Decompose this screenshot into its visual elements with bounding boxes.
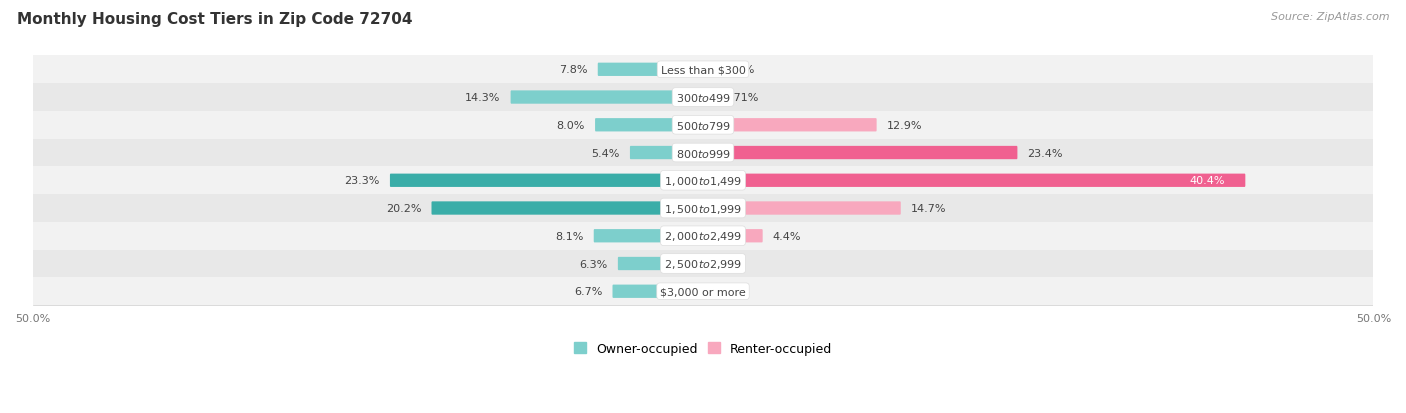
Text: 14.7%: 14.7% xyxy=(911,204,946,214)
Text: 20.2%: 20.2% xyxy=(385,204,422,214)
Text: 23.4%: 23.4% xyxy=(1028,148,1063,158)
FancyBboxPatch shape xyxy=(598,64,703,77)
Text: 12.9%: 12.9% xyxy=(887,121,922,131)
FancyBboxPatch shape xyxy=(432,202,703,215)
Text: 8.0%: 8.0% xyxy=(557,121,585,131)
FancyBboxPatch shape xyxy=(703,147,1018,160)
FancyBboxPatch shape xyxy=(593,230,703,243)
FancyBboxPatch shape xyxy=(630,147,703,160)
Text: 23.3%: 23.3% xyxy=(344,176,380,186)
FancyBboxPatch shape xyxy=(595,119,703,132)
Text: 40.4%: 40.4% xyxy=(1189,176,1225,186)
Bar xyxy=(32,167,1374,195)
FancyBboxPatch shape xyxy=(703,202,901,215)
FancyBboxPatch shape xyxy=(703,230,762,243)
Text: Monthly Housing Cost Tiers in Zip Code 72704: Monthly Housing Cost Tiers in Zip Code 7… xyxy=(17,12,412,27)
Text: $300 to $499: $300 to $499 xyxy=(675,92,731,104)
Text: $2,500 to $2,999: $2,500 to $2,999 xyxy=(664,257,742,271)
Text: 14.3%: 14.3% xyxy=(465,93,501,103)
Text: 8.1%: 8.1% xyxy=(555,231,583,241)
Text: $2,000 to $2,499: $2,000 to $2,499 xyxy=(664,230,742,243)
Text: 0.3%: 0.3% xyxy=(717,259,747,269)
Bar xyxy=(32,278,1374,305)
Legend: Owner-occupied, Renter-occupied: Owner-occupied, Renter-occupied xyxy=(568,337,838,360)
FancyBboxPatch shape xyxy=(703,91,713,104)
Bar xyxy=(32,222,1374,250)
FancyBboxPatch shape xyxy=(703,119,876,132)
Text: $1,000 to $1,499: $1,000 to $1,499 xyxy=(664,174,742,188)
FancyBboxPatch shape xyxy=(613,285,703,298)
Text: Source: ZipAtlas.com: Source: ZipAtlas.com xyxy=(1271,12,1389,22)
Bar xyxy=(32,139,1374,167)
Bar xyxy=(32,250,1374,278)
Bar xyxy=(32,195,1374,222)
FancyBboxPatch shape xyxy=(510,91,703,104)
Text: 5.4%: 5.4% xyxy=(592,148,620,158)
FancyBboxPatch shape xyxy=(703,257,707,271)
Bar xyxy=(32,112,1374,139)
Text: $800 to $999: $800 to $999 xyxy=(675,147,731,159)
FancyBboxPatch shape xyxy=(617,257,703,271)
FancyBboxPatch shape xyxy=(703,174,1246,188)
Text: 4.4%: 4.4% xyxy=(773,231,801,241)
Text: 0.0%: 0.0% xyxy=(714,287,742,297)
Text: $1,500 to $1,999: $1,500 to $1,999 xyxy=(664,202,742,215)
Text: $500 to $799: $500 to $799 xyxy=(675,119,731,131)
Text: $3,000 or more: $3,000 or more xyxy=(661,287,745,297)
Text: 0.9%: 0.9% xyxy=(725,65,754,75)
Text: 6.3%: 6.3% xyxy=(579,259,607,269)
Text: 6.7%: 6.7% xyxy=(574,287,602,297)
Bar xyxy=(32,56,1374,84)
FancyBboxPatch shape xyxy=(703,64,716,77)
FancyBboxPatch shape xyxy=(389,174,703,188)
Text: 0.71%: 0.71% xyxy=(723,93,759,103)
Text: Less than $300: Less than $300 xyxy=(661,65,745,75)
Bar xyxy=(32,84,1374,112)
Text: 7.8%: 7.8% xyxy=(560,65,588,75)
